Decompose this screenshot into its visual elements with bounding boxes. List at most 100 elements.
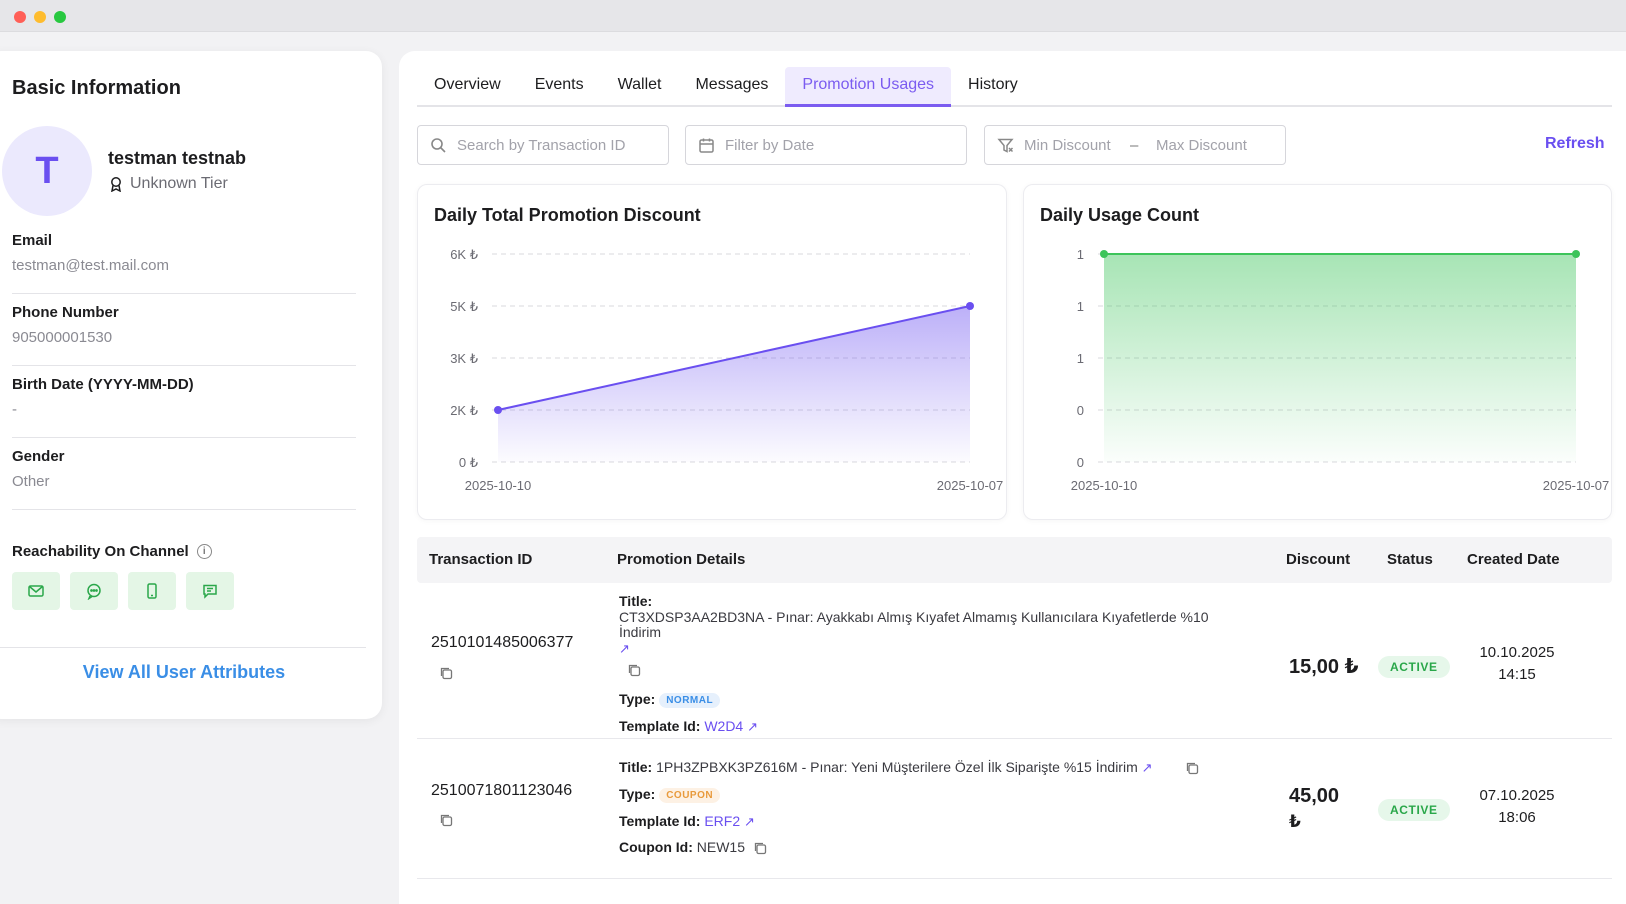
email-field: Email testman@test.mail.com xyxy=(12,232,356,274)
smartphone-icon xyxy=(147,583,157,599)
basic-information-card: Basic Information T testman testnab Unkn… xyxy=(0,51,382,719)
chat-channel-button[interactable] xyxy=(70,572,118,610)
created-date: 10.10.2025 14:15 xyxy=(1457,642,1577,686)
column-created-date[interactable]: Created Date xyxy=(1467,551,1560,568)
usage-count-chart-card: Daily Usage Count 1 1 1 0 0 2025-10-10 2025-10… xyxy=(1023,184,1612,520)
discount-chart: 6K ₺ 5K ₺ 3K ₺ 2K ₺ 0 ₺ 2025-10-10 2025-10-07 xyxy=(450,247,1003,493)
promotion-type: Type: COUPON xyxy=(619,786,721,803)
data-point[interactable] xyxy=(966,302,974,310)
title-text: 1PH3ZPBXK3PZ616M - Pınar: Yeni Müşterile… xyxy=(656,759,1138,775)
max-discount-input[interactable] xyxy=(1156,136,1266,154)
y-tick-label: 0 ₺ xyxy=(459,455,478,470)
field-label: Birth Date (YYYY-MM-DD) xyxy=(12,376,194,393)
birth-date-field: Birth Date (YYYY-MM-DD) - xyxy=(12,376,356,418)
template-id: Template Id: W2D4 ↗ xyxy=(619,718,758,735)
tab-wallet[interactable]: Wallet xyxy=(617,76,662,93)
minimize-window-button[interactable] xyxy=(34,11,46,23)
email-channel-button[interactable] xyxy=(12,572,60,610)
y-tick-label: 1 xyxy=(1077,247,1084,262)
view-all-attributes-link[interactable]: View All User Attributes xyxy=(82,662,286,682)
template-label: Template Id: xyxy=(619,813,701,829)
gender-field: Gender Other xyxy=(12,448,356,490)
chart-title: Daily Usage Count xyxy=(1040,205,1200,225)
copy-icon[interactable] xyxy=(627,663,641,677)
mobile-channel-button[interactable] xyxy=(128,572,176,610)
transaction-search-box xyxy=(417,125,669,165)
divider xyxy=(12,509,356,510)
window-titlebar xyxy=(0,0,1626,32)
coupon-label: Coupon Id: xyxy=(619,839,693,855)
title-line: İndirim xyxy=(619,624,662,640)
tab-overview[interactable]: Overview xyxy=(434,76,501,93)
table-header: Transaction ID Promotion Details Discoun… xyxy=(417,537,1612,583)
min-discount-input[interactable] xyxy=(1024,136,1120,154)
created-date-day: 07.10.2025 xyxy=(1479,787,1555,804)
data-point[interactable] xyxy=(494,406,502,414)
copy-icon[interactable] xyxy=(439,666,453,680)
column-transaction-id[interactable]: Transaction ID xyxy=(429,551,533,568)
tab-events[interactable]: Events xyxy=(534,76,584,93)
award-icon xyxy=(111,177,121,192)
external-link-icon[interactable]: ↗ xyxy=(1141,760,1153,775)
copy-icon[interactable] xyxy=(439,813,453,827)
chart-title: Daily Total Promotion Discount xyxy=(434,205,701,225)
external-link-icon[interactable]: ↗ xyxy=(747,719,759,734)
data-point[interactable] xyxy=(1572,250,1580,258)
promotion-title: Title: xyxy=(619,593,652,609)
promotion-title-text: CT3XDSP3AA2BD3NA - Pınar: Ayakkabı Almış… xyxy=(619,610,1239,640)
column-promotion-details[interactable]: Promotion Details xyxy=(617,551,746,568)
title-line: CT3XDSP3AA2BD3NA - Pınar: Ayakkabı Almış… xyxy=(619,609,1209,625)
column-discount[interactable]: Discount xyxy=(1286,551,1351,568)
data-point[interactable] xyxy=(1100,250,1108,258)
tab-bar: Overview Events Wallet Messages Promotio… xyxy=(417,67,1612,107)
open-promotion-link-icon[interactable]: ↗ xyxy=(619,641,630,656)
y-tick-label: 3K ₺ xyxy=(450,351,478,366)
range-separator: – xyxy=(1130,136,1139,154)
maximize-window-button[interactable] xyxy=(54,11,66,23)
close-window-button[interactable] xyxy=(14,11,26,23)
info-icon[interactable]: i xyxy=(196,544,212,559)
coupon-id: Coupon Id: NEW15 xyxy=(619,839,745,855)
promotion-usages-panel: Overview Events Wallet Messages Promotio… xyxy=(399,51,1626,904)
series-line xyxy=(497,305,971,411)
x-tick-label: 2025-10-07 xyxy=(1543,478,1610,493)
series-area xyxy=(498,306,970,462)
tab-messages[interactable]: Messages xyxy=(695,76,769,93)
tab-promotion-usages[interactable]: Promotion Usages xyxy=(785,67,952,107)
date-filter-input[interactable] xyxy=(725,136,915,154)
template-id-link[interactable]: W2D4 xyxy=(704,718,744,734)
created-date: 07.10.2025 18:06 xyxy=(1457,785,1577,829)
promotion-type: Type: NORMAL xyxy=(619,691,721,708)
type-badge: NORMAL xyxy=(659,692,721,708)
copy-icon[interactable] xyxy=(753,841,767,855)
search-input[interactable] xyxy=(457,136,647,154)
field-label: Phone Number xyxy=(12,304,119,321)
discount-value: 45,00 ₺ xyxy=(1289,783,1339,835)
title-label: Title: xyxy=(619,759,653,775)
copy-icon[interactable] xyxy=(1185,761,1199,775)
refresh-button[interactable]: Refresh xyxy=(1545,135,1605,152)
divider xyxy=(12,365,356,366)
tab-history[interactable]: History xyxy=(968,76,1018,93)
sms-channel-button[interactable] xyxy=(186,572,234,610)
type-label: Type: xyxy=(619,786,656,802)
phone-field: Phone Number 905000001530 xyxy=(12,304,356,346)
created-date-day: 10.10.2025 xyxy=(1479,644,1555,661)
divider xyxy=(12,293,356,294)
search-icon xyxy=(431,137,446,153)
status-badge: ACTIVE xyxy=(1378,799,1450,821)
field-value: - xyxy=(12,401,17,418)
field-value: 905000001530 xyxy=(12,329,113,346)
template-id-link[interactable]: ERF2 xyxy=(704,813,741,829)
x-tick-label: 2025-10-10 xyxy=(465,478,532,493)
external-link-icon[interactable]: ↗ xyxy=(744,814,755,829)
usage-count-chart: 1 1 1 0 0 2025-10-10 2025-10-07 xyxy=(1071,247,1610,493)
y-tick-label: 0 xyxy=(1077,403,1084,418)
divider xyxy=(0,647,366,648)
table-row: 2510101485006377 Title: CT3XDSP3AA2BD3NA… xyxy=(417,583,1612,739)
created-date-time: 18:06 xyxy=(1498,809,1536,826)
column-status[interactable]: Status xyxy=(1387,551,1433,568)
discount-chart-card: Daily Total Promotion Discount 6K ₺ 5K ₺ 3… xyxy=(417,184,1007,520)
chat-bubble-icon xyxy=(87,583,101,600)
transaction-id: 2510071801123046 xyxy=(431,782,573,799)
